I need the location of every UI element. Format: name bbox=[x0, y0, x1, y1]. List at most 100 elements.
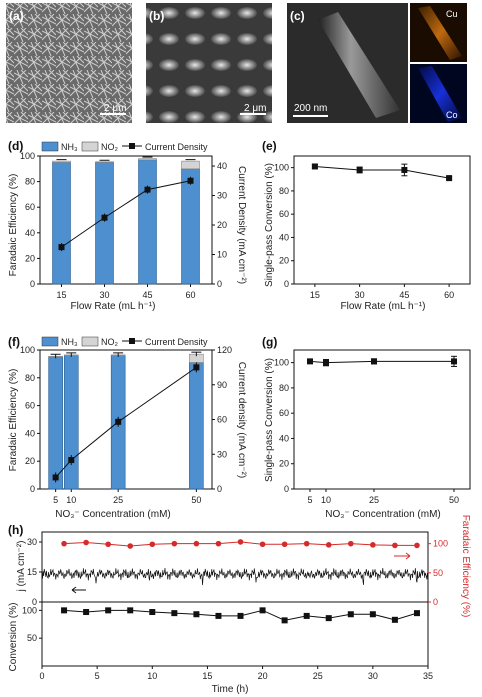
chart-f-plot: 0 20 40 60 80 100 0 30 60 90 120 5 10 25 50 bbox=[20, 345, 232, 505]
legend-swatch-no2 bbox=[81, 336, 99, 347]
y-tick-label: 60 bbox=[25, 202, 35, 212]
bar-nh3 bbox=[95, 162, 114, 285]
chart-g-xlabel: NO₃⁻ Concentration (mM) bbox=[325, 509, 441, 520]
y-tick-label: 40 bbox=[25, 428, 35, 438]
conversion-point bbox=[451, 358, 457, 365]
current-density-trace bbox=[41, 567, 429, 586]
current-density-point bbox=[58, 244, 65, 251]
current-density-point bbox=[115, 418, 122, 425]
legend-nh3: NH₃ bbox=[61, 337, 78, 347]
conversion-line bbox=[314, 165, 450, 179]
panel-b-scale: 2 μm bbox=[244, 103, 266, 114]
fe-point bbox=[348, 540, 354, 547]
fe-point bbox=[193, 540, 200, 547]
y-tick-label: 50 bbox=[27, 633, 37, 643]
conversion-point bbox=[237, 612, 244, 619]
y-tick-label: 100 bbox=[20, 345, 35, 355]
chart-g-plot: 0 20 40 60 80 100 5 10 25 50 bbox=[274, 349, 471, 505]
legend-no2: NO₂ bbox=[101, 337, 119, 347]
x-tick-label: 5 bbox=[95, 671, 100, 681]
x-tick-label: 15 bbox=[56, 290, 66, 300]
x-tick-label: 50 bbox=[449, 495, 459, 505]
chart-h-ylabel-right: Faradaic Efficiency (%) bbox=[460, 515, 471, 618]
x-tick-label: 10 bbox=[147, 671, 157, 681]
chart-g: (g) 0 20 40 60 80 100 5 10 25 50 NO₃⁻ Concentrati… bbox=[262, 335, 471, 520]
conversion-point bbox=[413, 610, 420, 617]
conversion-point bbox=[446, 175, 453, 182]
y-tick-label: 0 bbox=[284, 484, 289, 494]
x-tick-label: 50 bbox=[191, 495, 201, 505]
y-tick-label: 100 bbox=[274, 163, 289, 173]
right-tick-label: 0 bbox=[433, 597, 438, 607]
fe-point bbox=[370, 542, 376, 548]
chart-e: (e) 0 20 40 60 80 100 15 30 45 60 Flow Rate (mL h… bbox=[262, 139, 471, 312]
current-density-line bbox=[55, 366, 197, 478]
chart-f: (f) NH₃ NO₂ Current Density 020406080100… bbox=[8, 335, 247, 520]
legend-current: Current Density bbox=[145, 142, 208, 152]
chart-f-xlabel: NO₃⁻ Concentration (mM) bbox=[55, 509, 171, 520]
x-tick-label: 5 bbox=[53, 495, 58, 505]
arrow-left-indicator bbox=[71, 586, 86, 594]
bar-no2 bbox=[138, 158, 157, 161]
legend-no2: NO₂ bbox=[101, 142, 119, 152]
panel-b-label: (b) bbox=[149, 9, 164, 23]
fe-point bbox=[303, 540, 310, 547]
bar-nh3 bbox=[181, 168, 200, 285]
chart-f-label: (f) bbox=[8, 335, 20, 349]
y-tick-label: 40 bbox=[25, 228, 35, 238]
chart-e-ylabel: Single-pass Conversion (%) bbox=[264, 163, 275, 287]
chart-e-label: (e) bbox=[262, 139, 277, 153]
chart-d-label: (d) bbox=[8, 139, 23, 153]
chart-e-plot: 0 20 40 60 80 100 15 30 45 60 bbox=[274, 155, 471, 300]
y-tick-label: 80 bbox=[25, 373, 35, 383]
bar-nh3 bbox=[52, 162, 71, 285]
conversion-point bbox=[325, 615, 332, 622]
y-tick-label: 40 bbox=[279, 433, 289, 443]
panel-c-label: (c) bbox=[290, 9, 305, 23]
chart-d-legend: NH₃ NO₂ Current Density bbox=[41, 141, 208, 152]
x-tick-label: 35 bbox=[423, 671, 433, 681]
x-tick-label: 25 bbox=[369, 495, 379, 505]
y2-tick-label: 90 bbox=[217, 380, 227, 390]
fe-point bbox=[392, 542, 398, 549]
chart-g-label: (g) bbox=[262, 335, 277, 349]
fe-point bbox=[127, 543, 134, 549]
x-tick-label: 45 bbox=[399, 290, 409, 300]
conversion-point bbox=[307, 358, 313, 365]
conversion-point bbox=[371, 358, 377, 365]
conversion-point bbox=[281, 617, 288, 624]
y2-tick-label: 120 bbox=[217, 345, 232, 355]
bar-nh3 bbox=[48, 356, 63, 490]
cu-map-label: Cu bbox=[446, 9, 458, 19]
panel-a-micrograph: (a) 2 μm bbox=[6, 3, 132, 123]
conversion-point bbox=[356, 166, 363, 173]
fe-point bbox=[414, 542, 420, 549]
conversion-point bbox=[303, 612, 310, 619]
chart-e-xlabel: Flow Rate (mL h⁻¹) bbox=[341, 301, 426, 312]
fe-point bbox=[105, 541, 111, 548]
chart-h-xlabel: Time (h) bbox=[212, 684, 249, 695]
y-tick-label: 20 bbox=[25, 456, 35, 466]
conversion-point bbox=[127, 607, 134, 614]
right-tick-label: 100 bbox=[433, 539, 448, 549]
legend-nh3: NH₃ bbox=[61, 142, 78, 152]
y-tick-label: 0 bbox=[32, 597, 37, 607]
right-tick-label: 50 bbox=[433, 568, 443, 578]
y2-tick-label: 10 bbox=[217, 250, 227, 260]
legend-marker-current bbox=[129, 143, 135, 149]
chart-g-ylabel: Single-pass Conversion (%) bbox=[264, 358, 275, 482]
x-tick-label: 60 bbox=[185, 290, 195, 300]
fe-point bbox=[215, 540, 222, 547]
fe-point bbox=[149, 541, 156, 548]
y-tick-label: 80 bbox=[25, 177, 35, 187]
x-tick-label: 25 bbox=[313, 671, 323, 681]
plot-frame bbox=[293, 155, 471, 285]
fe-point bbox=[61, 540, 67, 547]
fe-point bbox=[171, 540, 178, 547]
conversion-point bbox=[401, 166, 408, 173]
y-tick-label: 100 bbox=[20, 151, 35, 161]
chart-d-ylabel: Faradaic Efficiency (%) bbox=[8, 174, 19, 277]
plot-frame bbox=[293, 349, 471, 490]
chart-d: (d) NH₃ NO₂ Current Density 020406080100… bbox=[8, 139, 247, 312]
